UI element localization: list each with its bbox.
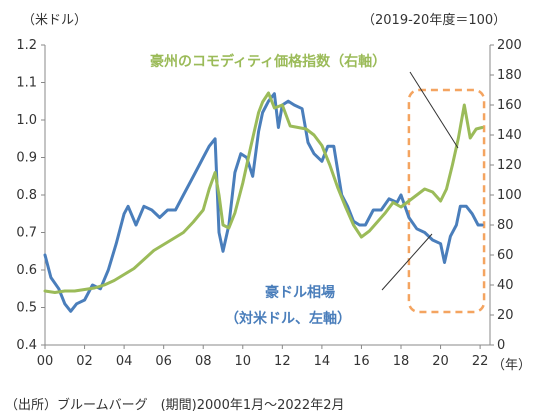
x-tick-label: 10 xyxy=(235,354,252,369)
left-tick-label: 1.2 xyxy=(16,38,37,53)
x-tick-label: 16 xyxy=(353,354,370,369)
x-tick-label: 02 xyxy=(76,354,93,369)
left-tick-label: 0.4 xyxy=(16,338,37,353)
right-tick-label: 60 xyxy=(497,248,514,263)
aud-exchange-rate-line xyxy=(43,92,484,313)
left-tick-label: 0.7 xyxy=(16,226,37,241)
right-tick-label: 20 xyxy=(497,308,514,323)
aud-series-name: 豪ドル相場 xyxy=(265,284,335,301)
right-tick-label: 140 xyxy=(497,128,522,143)
left-tick-label: 0.6 xyxy=(16,263,37,278)
x-tick-label: 04 xyxy=(116,354,133,369)
highlight-dashed-box xyxy=(407,88,486,314)
commodity-leader-line xyxy=(409,71,459,149)
x-tick-label: 06 xyxy=(155,354,172,369)
left-tick-label: 0.8 xyxy=(16,188,37,203)
aud-axis-note: （対米ドル、左軸） xyxy=(225,310,351,327)
commodity-series-name: 豪州のコモディティ価格指数 xyxy=(150,53,331,70)
right-tick-label: 120 xyxy=(497,158,522,173)
axes xyxy=(41,44,494,349)
left-tick-label: 0.9 xyxy=(16,151,37,166)
x-tick-label: 18 xyxy=(393,354,410,369)
x-tick-label: 00 xyxy=(37,354,54,369)
right-tick-label: 80 xyxy=(497,218,514,233)
x-tick-label: 20 xyxy=(432,354,449,369)
x-tick-label: 22 xyxy=(472,354,489,369)
left-tick-label: 1.0 xyxy=(16,113,37,128)
commodity-axis-note: （右軸） xyxy=(330,53,386,70)
source-note: （出所）ブルームバーグ (期間)2000年1月～2022年2月 xyxy=(5,397,344,413)
commodity-annotation: 豪州のコモディティ価格指数（右軸） xyxy=(150,53,386,70)
left-tick-label: 1.1 xyxy=(16,76,37,91)
right-axis-unit: （2019-20年度＝100） xyxy=(362,12,506,28)
x-axis-unit: （年） xyxy=(492,358,531,373)
commodity-index-line xyxy=(43,91,484,294)
labels: （米ドル） （2019-20年度＝100） （年） 豪州のコモディティ価格指数（右軸）… xyxy=(5,12,531,413)
plot-area xyxy=(43,88,486,314)
right-tick-label: 160 xyxy=(497,98,522,113)
right-tick-label: 100 xyxy=(497,188,522,203)
x-tick-label: 14 xyxy=(314,354,331,369)
right-tick-label: 200 xyxy=(497,38,522,53)
left-axis-unit: （米ドル） xyxy=(22,13,87,28)
aud-leader-line xyxy=(381,233,433,291)
right-tick-label: 40 xyxy=(497,278,514,293)
x-tick-label: 08 xyxy=(195,354,212,369)
tick-labels: 0.40.50.60.70.80.91.01.11.20204060801001… xyxy=(16,38,522,369)
left-tick-label: 0.5 xyxy=(16,301,37,316)
right-tick-label: 0 xyxy=(497,338,505,353)
x-tick-label: 12 xyxy=(274,354,291,369)
right-tick-label: 180 xyxy=(497,68,522,83)
